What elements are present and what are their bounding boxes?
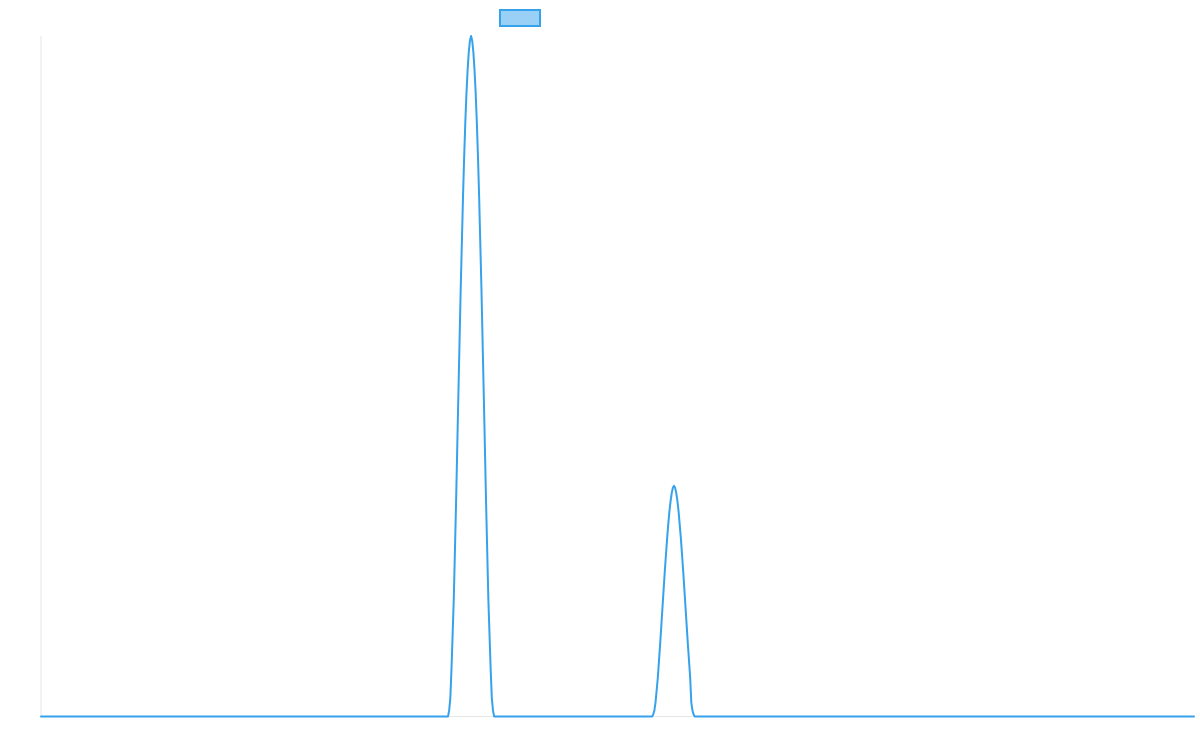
legend-swatch-series-1[interactable]: [499, 9, 541, 27]
plot-area: [40, 35, 1195, 718]
legend[interactable]: [499, 9, 541, 27]
series-line-1[interactable]: [40, 35, 1195, 718]
axes: [40, 36, 1194, 717]
